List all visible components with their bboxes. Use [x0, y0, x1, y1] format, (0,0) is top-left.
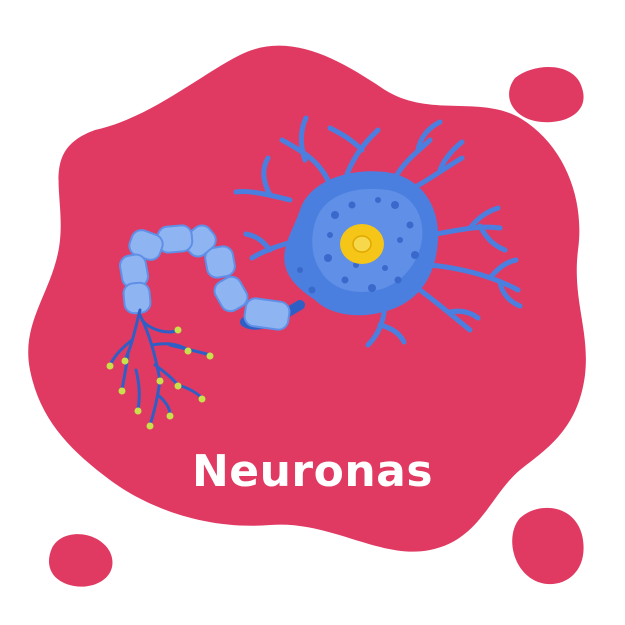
axon-myelin [119, 224, 305, 331]
small-blob-top-right [509, 67, 584, 123]
terminal-buttons [106, 326, 214, 430]
page-title: Neuronas [191, 446, 434, 497]
cell-body-speckles [297, 197, 419, 294]
main-blob-shape [28, 45, 586, 552]
small-blob-bottom-left [48, 534, 113, 587]
nucleolus [352, 235, 372, 253]
small-blob-bottom-right [512, 507, 584, 585]
